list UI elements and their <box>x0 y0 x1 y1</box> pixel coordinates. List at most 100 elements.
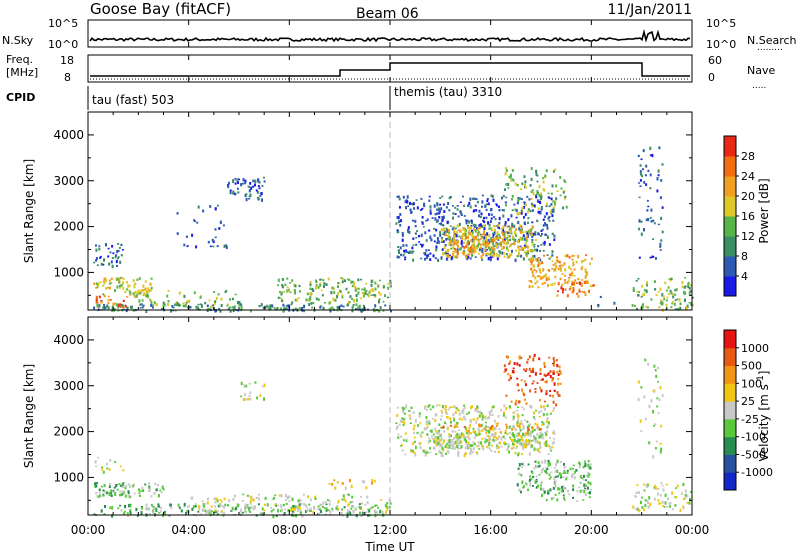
colorbar-tick-label: 4 <box>741 270 748 283</box>
power-cell <box>99 257 102 259</box>
velocity-cell <box>114 461 117 463</box>
velocity-cell <box>351 495 354 499</box>
velocity-cell <box>583 460 586 463</box>
velocity-cell <box>471 444 474 447</box>
velocity-cell <box>477 433 480 436</box>
velocity-cell <box>365 486 368 490</box>
power-cell <box>571 290 574 294</box>
power-cell <box>539 249 542 252</box>
power-cell <box>584 258 587 261</box>
velocity-cell <box>566 476 569 479</box>
velocity-cell <box>413 440 416 443</box>
velocity-cell <box>530 445 532 449</box>
power-cell <box>557 259 559 263</box>
power-cell <box>478 239 481 241</box>
velocity-cell <box>301 514 304 518</box>
velocity-cell <box>270 510 273 513</box>
velocity-cell <box>434 419 437 423</box>
velocity-cell <box>408 410 411 412</box>
power-cell <box>482 252 485 256</box>
power-cell <box>580 267 583 271</box>
power-cell <box>679 306 682 310</box>
power-cell <box>115 303 118 307</box>
power-cell <box>407 226 410 230</box>
power-cell <box>303 304 306 309</box>
power-cell <box>497 205 500 208</box>
power-cell <box>429 258 432 261</box>
power-cell <box>510 179 513 182</box>
velocity-cell <box>543 442 546 445</box>
velocity-cell <box>653 486 656 489</box>
power-cell <box>446 231 449 233</box>
power-cell <box>473 227 475 231</box>
power-cell <box>331 306 334 310</box>
colorbar-tick-label: 100 <box>741 377 762 390</box>
power-cell <box>248 195 251 198</box>
power-cell <box>498 208 501 212</box>
power-cell <box>431 217 434 219</box>
power-cell <box>217 293 220 296</box>
power-cell <box>132 279 135 283</box>
power-cell <box>478 209 481 213</box>
velocity-cell <box>138 488 141 492</box>
power-cell <box>535 170 538 173</box>
velocity-cell <box>547 464 550 467</box>
velocity-cell <box>449 417 452 421</box>
power-cell <box>543 240 546 245</box>
power-cell <box>510 253 513 257</box>
velocity-cell <box>448 439 451 443</box>
power-cell <box>438 222 441 225</box>
velocity-cell <box>221 505 224 507</box>
power-cell <box>510 173 512 178</box>
power-cell <box>647 205 650 208</box>
power-cell <box>277 284 279 287</box>
power-cell <box>562 287 564 292</box>
velocity-cell <box>495 422 498 425</box>
power-cell <box>215 296 218 300</box>
power-cell <box>193 291 196 295</box>
power-cell <box>425 239 428 242</box>
velocity-cell <box>241 499 244 502</box>
power-cell <box>269 306 272 310</box>
velocity-cell <box>590 488 592 491</box>
power-cell <box>520 188 523 191</box>
power-cell <box>500 227 503 231</box>
velocity-cell <box>417 424 420 427</box>
velocity-cell <box>271 498 274 501</box>
power-cell <box>209 205 212 208</box>
velocity-cell <box>549 446 552 450</box>
power-cell <box>553 236 556 238</box>
velocity-cell <box>434 436 436 439</box>
power-cell <box>654 280 656 283</box>
velocity-cell <box>667 497 669 501</box>
power-cell <box>550 284 553 286</box>
power-cell <box>468 227 471 232</box>
velocity-cell <box>421 431 424 434</box>
power-cell <box>506 225 509 228</box>
xtick-label: 08:00 <box>272 523 307 537</box>
power-cell <box>397 246 400 248</box>
beam-title: Beam 06 <box>356 6 419 22</box>
power-cell <box>276 307 279 310</box>
power-cell <box>502 225 505 228</box>
date-title: 11/Jan/2011 <box>608 2 692 18</box>
power-cell <box>521 207 524 210</box>
power-cell <box>416 230 419 232</box>
velocity-cell <box>556 459 559 464</box>
power-cell <box>107 247 110 250</box>
velocity-cell <box>208 508 211 513</box>
power-cell <box>597 304 600 308</box>
velocity-cell <box>122 512 125 515</box>
velocity-cell <box>660 424 663 428</box>
power-cell <box>144 280 147 283</box>
velocity-cell <box>180 509 183 513</box>
power-cell <box>256 196 259 200</box>
velocity-cell <box>460 435 463 439</box>
velocity-cell <box>503 411 505 415</box>
velocity-cell <box>532 357 535 362</box>
power-cell <box>638 182 641 184</box>
power-cell <box>337 285 339 289</box>
colorbar-tick-label: 24 <box>741 170 755 183</box>
power-cell <box>410 210 413 214</box>
